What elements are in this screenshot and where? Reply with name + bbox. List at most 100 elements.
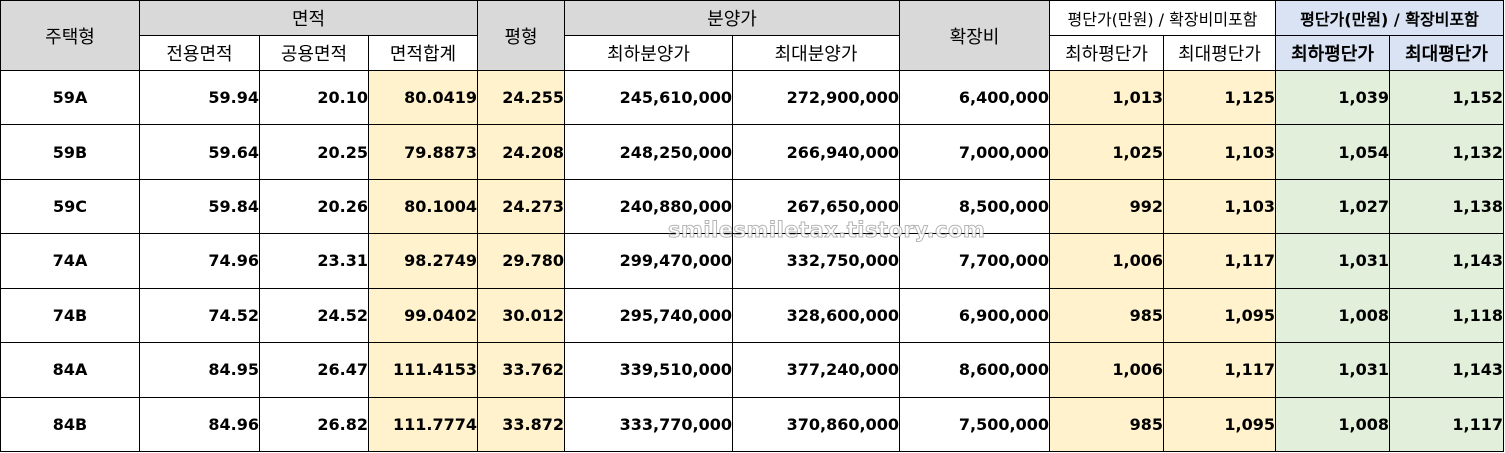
cell-pyeong: 33.762 <box>477 342 565 398</box>
header-sale-price-max: 최대분양가 <box>732 35 900 71</box>
cell-area-exclusive: 84.95 <box>139 342 260 398</box>
cell-ppp-excl-min: 1,013 <box>1049 69 1164 126</box>
cell-ppp-incl-max: 1,152 <box>1389 69 1504 126</box>
table-row: 59B 59.64 20.25 79.8873 24.208 248,250,0… <box>0 124 1504 180</box>
table-row: 59C 59.84 20.26 80.1004 24.273 240,880,0… <box>0 178 1504 235</box>
cell-ppp-excl-min: 985 <box>1049 287 1164 344</box>
cell-extension-cost: 7,500,000 <box>899 396 1050 453</box>
cell-ppp-excl-max: 1,095 <box>1163 287 1276 344</box>
cell-pyeong: 24.255 <box>477 69 565 126</box>
header-ppp-excl-min: 최하평단가 <box>1049 35 1164 71</box>
header-sale-price-group: 분양가 <box>564 0 900 36</box>
cell-area-common: 26.82 <box>259 396 369 453</box>
cell-ppp-excl-max: 1,095 <box>1163 396 1276 453</box>
header-ppp-excl-group: 평단가(만원) / 확장비미포함 <box>1049 0 1276 36</box>
cell-housing-type: 74A <box>0 233 140 289</box>
header-housing-type: 주택형 <box>0 0 140 71</box>
cell-sale-price-max: 266,940,000 <box>732 124 900 180</box>
header-sale-price-min: 최하분양가 <box>564 35 733 71</box>
table-body: 59A 59.94 20.10 80.0419 24.255 245,610,0… <box>0 69 1504 453</box>
cell-sale-price-max: 267,650,000 <box>732 178 900 235</box>
cell-sale-price-min: 245,610,000 <box>564 69 733 126</box>
table-row: 84B 84.96 26.82 111.7774 33.872 333,770,… <box>0 396 1504 453</box>
cell-area-total: 80.0419 <box>368 69 478 126</box>
cell-pyeong: 30.012 <box>477 287 565 344</box>
cell-sale-price-min: 240,880,000 <box>564 178 733 235</box>
cell-ppp-excl-min: 1,006 <box>1049 233 1164 289</box>
cell-sale-price-max: 377,240,000 <box>732 342 900 398</box>
cell-ppp-excl-max: 1,103 <box>1163 124 1276 180</box>
cell-ppp-excl-max: 1,125 <box>1163 69 1276 126</box>
cell-area-exclusive: 84.96 <box>139 396 260 453</box>
cell-area-total: 99.0402 <box>368 287 478 344</box>
header-ppp-incl-min: 최하평단가 <box>1275 35 1390 71</box>
table-row: 84A 84.95 26.47 111.4153 33.762 339,510,… <box>0 342 1504 398</box>
header-area-total: 면적합계 <box>368 35 478 71</box>
cell-extension-cost: 6,900,000 <box>899 287 1050 344</box>
cell-area-common: 23.31 <box>259 233 369 289</box>
cell-extension-cost: 8,500,000 <box>899 178 1050 235</box>
cell-extension-cost: 6,400,000 <box>899 69 1050 126</box>
header-pyeong: 평형 <box>477 0 565 71</box>
header-area-common: 공용면적 <box>259 35 369 71</box>
cell-ppp-excl-min: 1,006 <box>1049 342 1164 398</box>
cell-area-common: 26.47 <box>259 342 369 398</box>
cell-area-total: 80.1004 <box>368 178 478 235</box>
cell-ppp-incl-min: 1,031 <box>1275 342 1390 398</box>
cell-area-common: 20.26 <box>259 178 369 235</box>
cell-area-exclusive: 59.64 <box>139 124 260 180</box>
header-row-top: 주택형 면적 평형 분양가 확장비 평단가(만원) / 확장비미포함 평단가(만… <box>0 0 1504 71</box>
cell-ppp-incl-min: 1,008 <box>1275 396 1390 453</box>
cell-housing-type: 59B <box>0 124 140 180</box>
cell-ppp-excl-max: 1,103 <box>1163 178 1276 235</box>
cell-ppp-incl-min: 1,027 <box>1275 178 1390 235</box>
cell-sale-price-min: 295,740,000 <box>564 287 733 344</box>
cell-extension-cost: 7,000,000 <box>899 124 1050 180</box>
cell-ppp-excl-max: 1,117 <box>1163 342 1276 398</box>
table-row: 74B 74.52 24.52 99.0402 30.012 295,740,0… <box>0 287 1504 344</box>
cell-sale-price-min: 333,770,000 <box>564 396 733 453</box>
cell-ppp-incl-max: 1,138 <box>1389 178 1504 235</box>
cell-extension-cost: 7,700,000 <box>899 233 1050 289</box>
cell-housing-type: 84A <box>0 342 140 398</box>
cell-area-common: 20.25 <box>259 124 369 180</box>
cell-pyeong: 24.208 <box>477 124 565 180</box>
header-area-group: 면적 <box>139 0 478 36</box>
cell-ppp-incl-max: 1,143 <box>1389 233 1504 289</box>
cell-area-exclusive: 59.84 <box>139 178 260 235</box>
header-ppp-excl-max: 최대평단가 <box>1163 35 1276 71</box>
header-row-sub: 전용면적 공용면적 면적합계 최하분양가 최대분양가 최하평단가 최대평단가 최… <box>1 35 1504 71</box>
cell-area-exclusive: 59.94 <box>139 69 260 126</box>
cell-area-total: 111.4153 <box>368 342 478 398</box>
cell-area-common: 20.10 <box>259 69 369 126</box>
cell-ppp-excl-min: 985 <box>1049 396 1164 453</box>
cell-ppp-incl-min: 1,054 <box>1275 124 1390 180</box>
cell-pyeong: 24.273 <box>477 178 565 235</box>
header-ppp-incl-group: 평단가(만원) / 확장비포함 <box>1275 0 1504 36</box>
cell-ppp-incl-min: 1,039 <box>1275 69 1390 126</box>
cell-area-exclusive: 74.96 <box>139 233 260 289</box>
cell-area-exclusive: 74.52 <box>139 287 260 344</box>
cell-area-common: 24.52 <box>259 287 369 344</box>
cell-ppp-excl-min: 992 <box>1049 178 1164 235</box>
cell-ppp-incl-max: 1,117 <box>1389 396 1504 453</box>
cell-pyeong: 29.780 <box>477 233 565 289</box>
cell-area-total: 111.7774 <box>368 396 478 453</box>
header-ppp-incl-max: 최대평단가 <box>1389 35 1504 71</box>
cell-area-total: 98.2749 <box>368 233 478 289</box>
cell-ppp-incl-min: 1,031 <box>1275 233 1390 289</box>
cell-ppp-incl-max: 1,118 <box>1389 287 1504 344</box>
cell-sale-price-min: 299,470,000 <box>564 233 733 289</box>
cell-ppp-excl-max: 1,117 <box>1163 233 1276 289</box>
cell-pyeong: 33.872 <box>477 396 565 453</box>
cell-housing-type: 74B <box>0 287 140 344</box>
cell-housing-type: 84B <box>0 396 140 453</box>
table-row: 74A 74.96 23.31 98.2749 29.780 299,470,0… <box>0 233 1504 289</box>
cell-ppp-incl-max: 1,143 <box>1389 342 1504 398</box>
cell-ppp-excl-min: 1,025 <box>1049 124 1164 180</box>
cell-sale-price-min: 248,250,000 <box>564 124 733 180</box>
cell-area-total: 79.8873 <box>368 124 478 180</box>
cell-ppp-incl-max: 1,132 <box>1389 124 1504 180</box>
table-header: 주택형 면적 평형 분양가 확장비 평단가(만원) / 확장비미포함 평단가(만… <box>0 0 1504 71</box>
